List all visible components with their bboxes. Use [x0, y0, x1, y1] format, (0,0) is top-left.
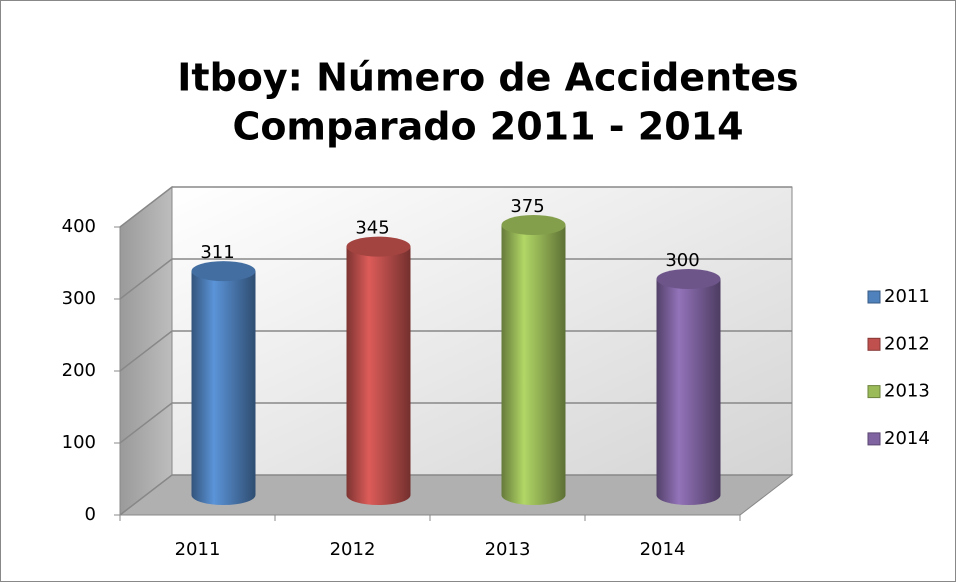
legend-label: 2014 — [884, 428, 930, 449]
cylinder-top — [656, 269, 721, 289]
legend-label: 2012 — [884, 333, 930, 354]
y-tick-label: 400 — [62, 216, 96, 237]
cylinder-top — [501, 215, 566, 235]
legend-label: 2011 — [884, 286, 930, 307]
y-tick-label: 300 — [62, 288, 96, 309]
chart-title: Comparado 2011 - 2014 — [232, 105, 743, 149]
x-tick-label: 2011 — [175, 539, 221, 560]
cylinder — [191, 271, 256, 505]
legend-label: 2013 — [884, 381, 930, 402]
data-label: 300 — [665, 250, 699, 271]
y-tick-label: 100 — [62, 432, 96, 453]
cylinder-top — [191, 261, 256, 282]
chart-title: Itboy: Número de Accidentes — [177, 56, 798, 100]
legend-swatch — [867, 432, 881, 446]
x-tick-label: 2013 — [485, 539, 531, 560]
cylinder-top — [346, 236, 411, 257]
data-label: 345 — [355, 218, 389, 239]
data-label: 375 — [510, 196, 544, 217]
data-label: 311 — [200, 242, 234, 263]
legend-swatch — [867, 385, 881, 399]
grid-line — [119, 474, 792, 516]
legend-swatch — [867, 290, 881, 304]
cylinder — [346, 246, 411, 505]
y-tick-label: 0 — [85, 504, 96, 525]
y-tick-label: 200 — [62, 360, 96, 381]
grid-line — [119, 186, 792, 228]
cylinder — [656, 279, 721, 505]
cylinder — [501, 225, 566, 505]
legend-swatch — [867, 337, 881, 351]
grid-line — [119, 258, 792, 300]
grid-line — [119, 402, 792, 444]
grid-line — [119, 330, 792, 372]
x-tick-label: 2014 — [640, 539, 686, 560]
x-tick-label: 2012 — [330, 539, 376, 560]
